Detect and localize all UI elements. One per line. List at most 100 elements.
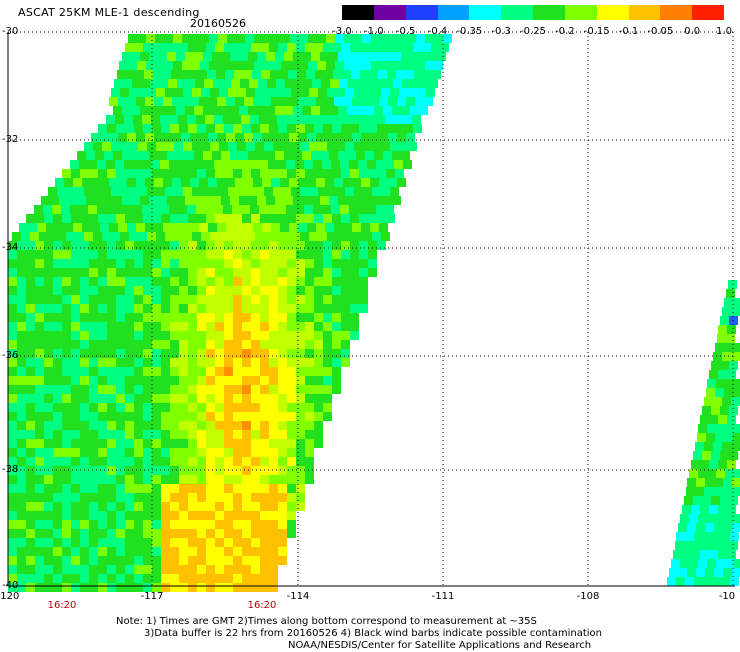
swath-pixel [197,556,206,565]
swath-pixel [8,358,17,367]
swath-pixel [696,568,705,577]
swath-pixel [277,205,286,214]
swath-pixel [253,223,262,232]
swath-pixel [287,439,296,448]
swath-pixel [145,133,154,142]
swath-pixel [296,169,305,178]
swath-pixel [53,385,62,394]
swath-pixel [53,466,62,475]
swath-pixel [26,349,35,358]
swath-pixel [413,124,422,133]
swath-pixel [260,574,269,583]
swath-pixel [296,457,305,466]
swath-pixel [350,331,359,340]
swath-pixel [397,178,406,187]
swath-pixel [82,223,91,232]
swath-pixel [282,187,291,196]
swath-pixel [224,259,233,268]
swath-pixel [89,565,98,574]
swath-pixel [62,349,71,358]
swath-pixel [143,457,152,466]
swath-pixel [251,250,260,259]
colorbar-tick-label: -0.35 [456,26,483,37]
swath-pixel [156,187,165,196]
swath-pixel [296,439,305,448]
swath-pixel [152,394,161,403]
swath-pixel [269,421,278,430]
swath-pixel [260,286,269,295]
swath-pixel [325,133,334,142]
swath-pixel [26,565,35,574]
swath-pixel [80,295,89,304]
swath-pixel [215,403,224,412]
swath-pixel [127,133,136,142]
swath-pixel [44,430,53,439]
swath-pixel [326,34,335,43]
swath-pixel [71,313,80,322]
swath-pixel [179,412,188,421]
swath-pixel [206,511,215,520]
swath-pixel [206,520,215,529]
swath-pixel [325,223,334,232]
swath-pixel [720,451,729,460]
swath-pixel [133,115,142,124]
swath-pixel [71,169,80,178]
swath-pixel [230,196,239,205]
swath-pixel [44,484,53,493]
swath-pixel [179,376,188,385]
swath-pixel [709,415,718,424]
swath-pixel [53,475,62,484]
swath-pixel [170,421,179,430]
swath-pixel [684,496,693,505]
swath-pixel [188,313,197,322]
swath-pixel [152,430,161,439]
swath-pixel [26,340,35,349]
swath-pixel [145,97,154,106]
swath-pixel [215,448,224,457]
map-title: ASCAT 25KM MLE-1 descending [18,6,200,19]
swath-pixel [107,529,116,538]
swath-pixel [134,502,143,511]
swath-pixel [339,79,348,88]
swath-pixel [233,448,242,457]
swath-pixel [215,385,224,394]
swath-pixel [203,151,212,160]
swath-pixel [201,232,210,241]
swath-pixel [107,277,116,286]
swath-pixel [233,313,242,322]
swath-pixel [206,583,215,592]
swath-pixel [305,475,314,484]
swath-pixel [243,70,252,79]
swath-pixel [17,556,26,565]
swath-pixel [206,466,215,475]
swath-pixel [116,529,125,538]
swath-pixel [224,538,233,547]
swath-pixel [233,124,242,133]
swath-pixel [158,52,167,61]
swath-pixel [80,268,89,277]
swath-pixel [179,349,188,358]
swath-pixel [149,196,158,205]
swath-pixel [161,520,170,529]
swath-pixel [114,79,123,88]
swath-pixel [278,43,287,52]
swath-pixel [381,187,390,196]
swath-pixel [314,412,323,421]
swath-pixel [8,484,17,493]
swath-pixel [116,574,125,583]
swath-pixel [727,550,736,559]
swath-pixel [380,61,389,70]
swath-pixel [255,88,264,97]
swath-pixel [694,577,703,586]
swath-pixel [116,169,125,178]
swath-pixel [98,376,107,385]
swath-pixel [287,250,296,259]
swath-pixel [197,574,206,583]
swath-pixel [711,496,720,505]
swath-pixel [287,430,296,439]
swath-pixel [179,367,188,376]
swath-pixel [260,493,269,502]
swath-pixel [209,34,218,43]
swath-pixel [720,406,729,415]
swath-pixel [62,367,71,376]
